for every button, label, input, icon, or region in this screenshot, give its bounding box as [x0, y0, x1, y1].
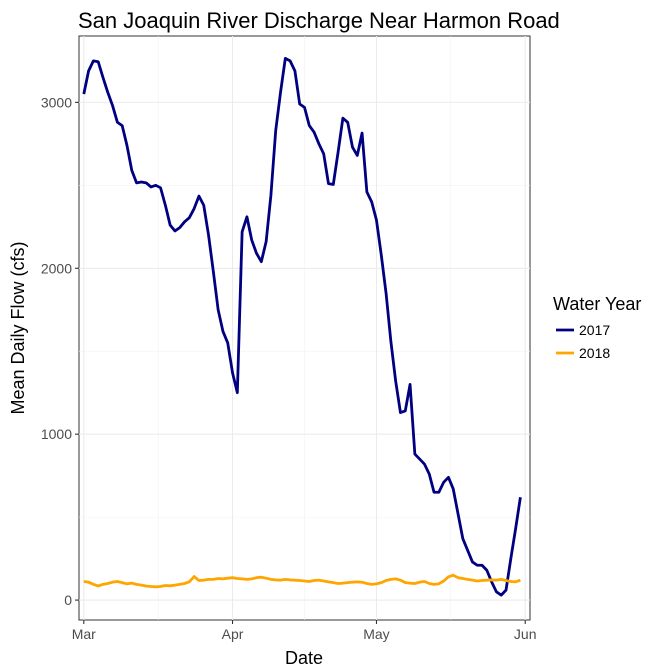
- grid-lines: [79, 36, 530, 620]
- y-tick-label: 2000: [41, 260, 72, 276]
- series-lines: [82, 57, 522, 597]
- series-line-2017: [82, 57, 522, 597]
- y-tick-label: 1000: [41, 426, 72, 442]
- legend-label-2017: 2017: [579, 322, 610, 338]
- x-tick-label: Apr: [222, 626, 244, 642]
- y-tick-label: 3000: [41, 94, 72, 110]
- chart-title: San Joaquin River Discharge Near Harmon …: [78, 8, 560, 33]
- x-axis: Mar Apr May Jun: [72, 620, 537, 642]
- x-tick-label: May: [363, 626, 389, 642]
- legend-title: Water Year: [553, 294, 641, 314]
- y-axis-title: Mean Daily Flow (cfs): [8, 241, 28, 414]
- x-tick-label: Mar: [72, 626, 96, 642]
- y-tick-label: 0: [64, 592, 72, 608]
- series-line-2018: [83, 573, 521, 589]
- y-axis: 0 1000 2000 3000: [41, 94, 79, 608]
- legend-items: 2017 2018: [556, 322, 610, 361]
- x-tick-label: Jun: [514, 626, 537, 642]
- legend: Water Year 2017 2018: [553, 294, 641, 361]
- legend-label-2018: 2018: [579, 345, 610, 361]
- x-axis-title: Date: [285, 648, 323, 668]
